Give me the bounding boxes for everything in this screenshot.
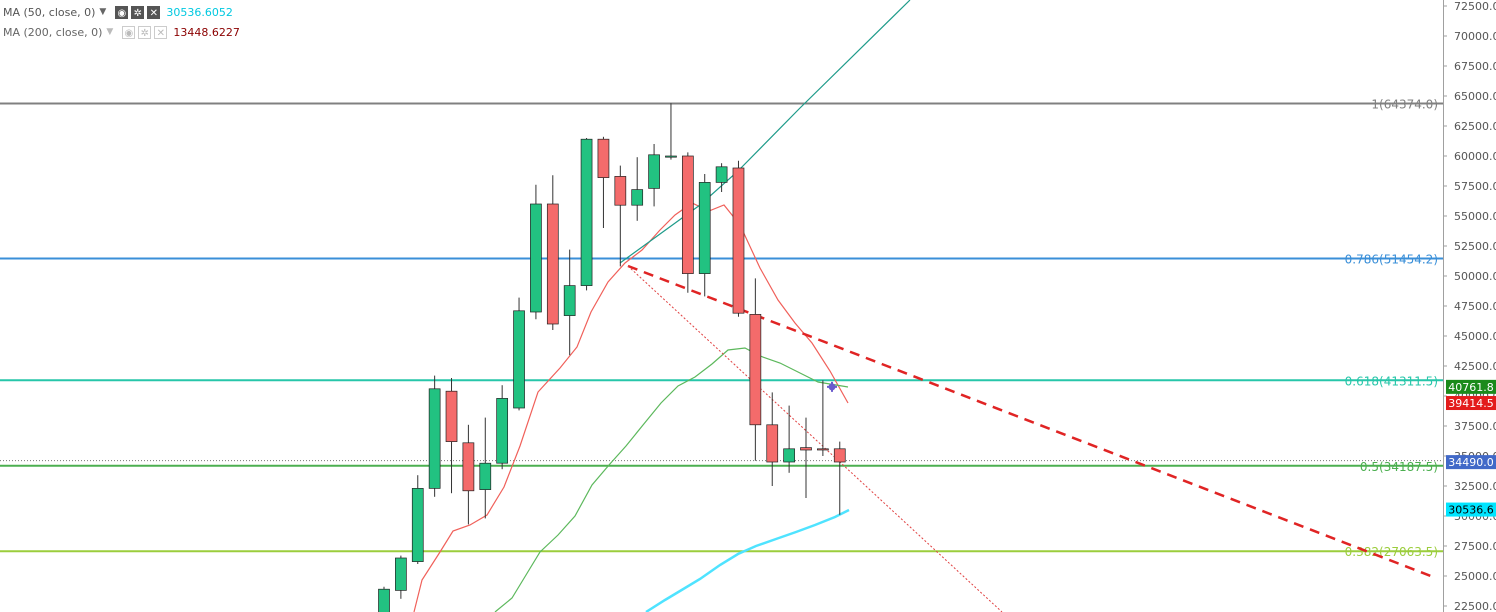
candle-body [597, 138, 610, 178]
fib-level-label: 0.5(34187.5) [1360, 460, 1438, 474]
fast-ma-line [413, 202, 849, 612]
gear-icon[interactable]: ✲ [131, 5, 145, 19]
candle-body [817, 448, 829, 451]
price-axis-label: 72500.0 [1454, 0, 1496, 13]
candle-body [445, 390, 458, 442]
candle-body [428, 388, 441, 489]
candle-body [800, 447, 812, 451]
price-tag [1446, 396, 1496, 411]
fib-level-label: 0.786(51454.2) [1345, 253, 1438, 267]
eye-icon[interactable]: ◉ [115, 5, 129, 19]
candle-body [732, 167, 745, 314]
candle-body [496, 398, 509, 464]
candle-body [530, 203, 542, 313]
price-tag-label: 40761.8 [1448, 381, 1494, 394]
chevron-down-icon[interactable]: ▼ [99, 7, 107, 17]
price-axis-label: 32500.0 [1454, 480, 1496, 493]
trend-line-dotted [627, 265, 1003, 612]
price-axis-label: 42500.0 [1454, 360, 1496, 373]
price-axis-label: 45000.0 [1454, 330, 1496, 343]
price-tag-label: 30536.6 [1448, 504, 1494, 517]
candle-body [513, 310, 525, 409]
price-axis-label: 55000.0 [1454, 210, 1496, 223]
trend-line-up [619, 0, 911, 264]
price-axis-label: 50000.0 [1454, 270, 1496, 283]
close-icon[interactable]: ✕ [147, 5, 161, 19]
price-axis-label: 52500.0 [1454, 240, 1496, 253]
legend-ma50[interactable]: MA (50, close, 0) ▼ ◉ ✲ ✕ 30536.6052 [3, 3, 233, 21]
price-axis-label: 47500.0 [1454, 300, 1496, 313]
price-axis-label: 22500.0 [1454, 600, 1496, 612]
legend-ma50-label: MA (50, close, 0) [3, 5, 96, 19]
ma200-value: 13448.6227 [173, 25, 240, 39]
price-axis-label: 70000.0 [1454, 30, 1496, 43]
candle-body [715, 166, 728, 183]
close-icon[interactable]: ✕ [154, 25, 168, 39]
trend-line-down [627, 264, 1437, 580]
price-tag [1446, 379, 1496, 394]
legend-ma200-label: MA (200, close, 0) [3, 25, 103, 39]
fib-level-label: 1(64374.0) [1371, 98, 1438, 112]
price-axis-label: 67500.0 [1454, 60, 1496, 73]
ma-line [494, 347, 849, 612]
chevron-down-icon[interactable]: ▼ [106, 27, 114, 37]
candle-body [749, 314, 762, 426]
candle-body [783, 448, 795, 463]
candle-body [631, 189, 644, 206]
candle-body [546, 203, 559, 325]
candlesticks [378, 103, 846, 612]
price-tag [1446, 455, 1496, 470]
gear-icon[interactable]: ✲ [138, 25, 152, 39]
eye-icon[interactable]: ◉ [122, 25, 136, 39]
price-axis-label: 37500.0 [1454, 420, 1496, 433]
fib-level-label: 0.618(41311.5) [1345, 374, 1438, 388]
candle-body [580, 138, 593, 286]
price-tag-label: 34490.0 [1448, 456, 1494, 469]
candle-body [665, 155, 677, 158]
candle-body [698, 182, 711, 274]
fib-level-label: 0.382(27063.5) [1345, 545, 1438, 559]
candle-body [378, 588, 390, 612]
price-axis-label: 27500.0 [1454, 540, 1496, 553]
candle-body [833, 448, 846, 463]
legend-ma200[interactable]: MA (200, close, 0) ▼ ◉ ✲ ✕ 13448.6227 [3, 23, 240, 41]
ma50-line [645, 508, 850, 612]
price-axis-label: 57500.0 [1454, 180, 1496, 193]
candle-body [681, 155, 694, 274]
candle-body [563, 285, 576, 316]
candle-body [479, 462, 492, 490]
price-axis-label: 65000.0 [1454, 90, 1496, 103]
candle-body [614, 176, 627, 206]
ma50-value: 30536.6052 [166, 5, 233, 19]
candle-body [648, 154, 660, 189]
candle-body [766, 424, 779, 463]
candle-body [395, 557, 407, 591]
price-axis-label: 60000.0 [1454, 150, 1496, 163]
price-tag [1446, 502, 1496, 517]
price-axis-label: 25000.0 [1454, 570, 1496, 583]
candle-body [462, 442, 475, 492]
price-axis-label: 62500.0 [1454, 120, 1496, 133]
fib-retracement: 1(64374.0) 0.786(51454.2) 0.618(41311.5) 0.… [0, 98, 1443, 559]
price-tag-label: 39414.5 [1448, 397, 1494, 410]
candle-body [411, 488, 424, 562]
